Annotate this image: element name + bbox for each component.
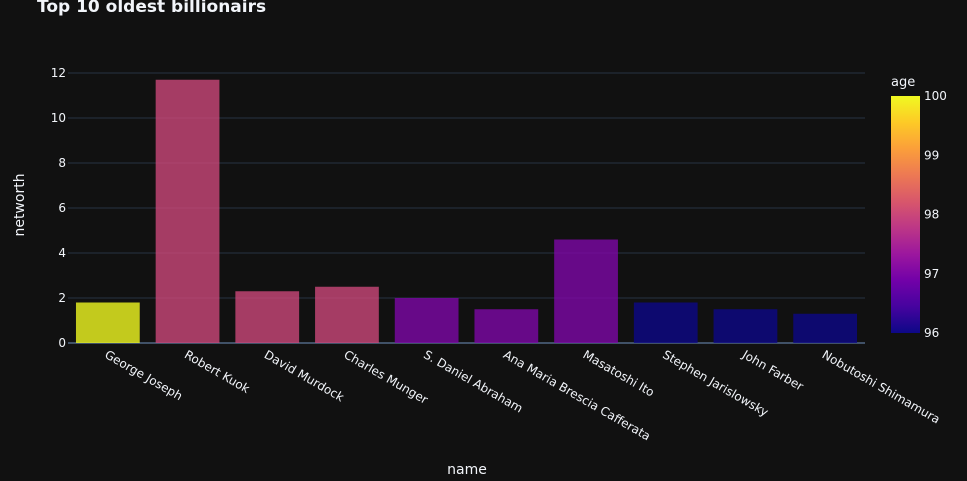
- y-tick-label: 0: [58, 336, 66, 350]
- bar[interactable]: [315, 286, 379, 343]
- colorbar-tick-label: 96: [924, 326, 939, 340]
- colorbar-tick-label: 99: [924, 148, 939, 162]
- x-tick-label: George Joseph: [102, 347, 185, 403]
- x-tick-label: David Murdock: [262, 347, 347, 404]
- y-tick-label: 12: [51, 66, 66, 80]
- x-tick-label: Charles Munger: [341, 347, 430, 406]
- bar[interactable]: [793, 313, 858, 343]
- colorbar-title: age: [891, 75, 915, 90]
- bars: [75, 79, 858, 344]
- colorbar-tick-label: 98: [924, 208, 939, 222]
- x-tick-label: Ana Maria Brescia Cafferata: [501, 347, 653, 443]
- bar[interactable]: [713, 309, 778, 343]
- colorbar-tick-label: 100: [924, 89, 947, 103]
- y-tick-label: 8: [58, 156, 66, 170]
- y-tick-label: 4: [58, 246, 66, 260]
- x-tick-label: Masatoshi Ito: [581, 347, 657, 399]
- bar[interactable]: [155, 79, 220, 343]
- y-tick-label: 6: [58, 201, 66, 215]
- bar[interactable]: [235, 291, 300, 343]
- x-tick-label: John Farber: [739, 347, 806, 394]
- bar[interactable]: [474, 309, 539, 343]
- bar[interactable]: [394, 298, 459, 343]
- y-axis-ticks: 0 2 4 6 8 10 12: [51, 66, 66, 350]
- chart-title: Top 10 oldest billionairs: [37, 0, 266, 17]
- x-axis-title: name: [447, 462, 487, 478]
- y-tick-label: 2: [58, 291, 66, 305]
- x-tick-label: Nobutoshi Shimamura: [820, 347, 943, 426]
- x-tick-label: Robert Kuok: [182, 347, 252, 396]
- bar[interactable]: [554, 239, 618, 344]
- colorbar-gradient: [891, 96, 920, 333]
- y-axis-title: networth: [12, 173, 28, 236]
- bar[interactable]: [75, 302, 140, 344]
- bar[interactable]: [633, 302, 698, 344]
- colorbar: age 96 97 98 99 100: [891, 75, 947, 340]
- y-tick-label: 10: [51, 111, 66, 125]
- colorbar-tick-label: 97: [924, 267, 939, 281]
